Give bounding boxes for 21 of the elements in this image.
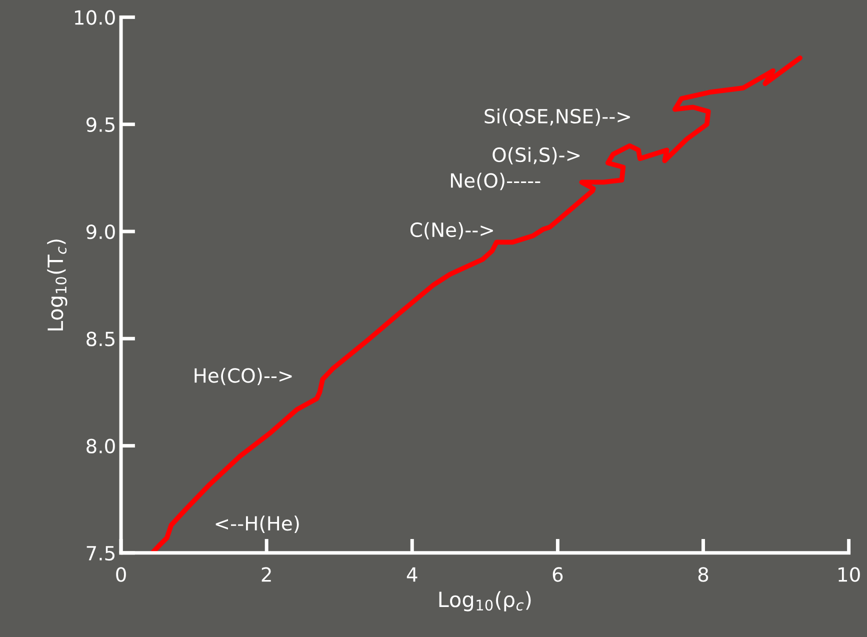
- annotation: <--H(He): [216, 516, 299, 533]
- y-tick-label: 8.5: [86, 332, 114, 346]
- y-tick-label: 7.5: [86, 546, 114, 561]
- x-axis-title: Log$_{10}$(ρ$_{c}$): [439, 591, 531, 612]
- y-tick-label: 8.0: [86, 438, 115, 454]
- x-tick-label: 0: [116, 567, 126, 582]
- y-tick-label: 9.5: [86, 117, 114, 132]
- x-tick-label: 8: [698, 567, 708, 582]
- annotation: C(Ne)-->: [410, 222, 493, 240]
- annotation: O(Si,S)->: [492, 147, 580, 164]
- y-tick-label: 10.0: [75, 10, 115, 25]
- line-series: [150, 55, 802, 553]
- x-tick-label: 4: [406, 567, 418, 582]
- annotation: Si(QSE,NSE)-->: [484, 108, 630, 126]
- annotation: Ne(O)-----: [450, 172, 540, 190]
- y-tick-label: 9.0: [86, 224, 115, 240]
- x-tick-label: 10: [838, 567, 860, 582]
- y-axis-title: Log$_{10}$(T$_{c}$): [47, 240, 68, 330]
- x-tick-label: 6: [552, 567, 563, 582]
- annotation: He(CO)-->: [194, 368, 292, 386]
- x-tick-label: 2: [262, 567, 271, 582]
